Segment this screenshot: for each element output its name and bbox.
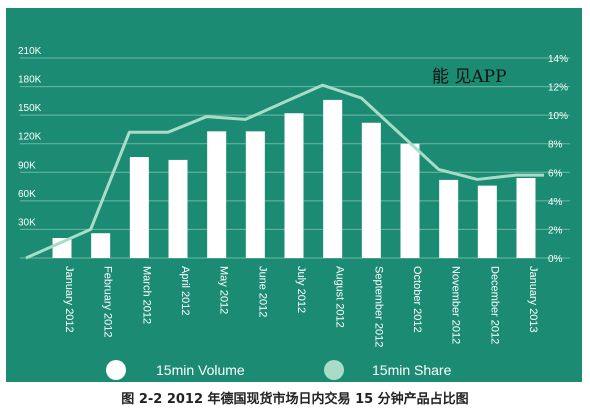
right-tick-label: 10% — [548, 111, 568, 122]
x-tick-label: July 2012 — [295, 266, 307, 313]
right-tick-label: 8% — [548, 140, 563, 151]
left-tick-label: 120K — [18, 132, 42, 143]
left-tick-label: 30K — [18, 217, 36, 228]
right-tick-label: 6% — [548, 168, 563, 179]
share-line — [25, 83, 544, 260]
right-tick-label: 2% — [548, 225, 563, 236]
right-tick-label: 0% — [548, 254, 563, 265]
x-tick-label: December 2012 — [488, 266, 500, 344]
left-axis: 30K 60K 90K 120K 150K 180K 210K — [18, 46, 42, 228]
left-tick-label: 90K — [18, 160, 36, 171]
bar — [439, 179, 459, 258]
x-axis-labels: January 2012 February 2012 March 2012 April… — [63, 266, 539, 347]
right-axis: 0% 2% 4% 6% 8% 10% 12% 14% — [548, 54, 568, 265]
x-tick-label: October 2012 — [411, 266, 423, 333]
x-tick-label: August 2012 — [334, 266, 346, 328]
x-tick-label: June 2012 — [256, 266, 268, 317]
bar — [91, 233, 111, 258]
bar — [245, 131, 265, 258]
volume-bars — [52, 99, 536, 259]
watermark: 能 见APP — [432, 67, 507, 87]
x-tick-label: May 2012 — [218, 266, 230, 314]
legend-volume-label: 15min Volume — [156, 362, 245, 378]
x-tick-label: January 2013 — [527, 266, 539, 333]
x-tick-label: November 2012 — [450, 266, 462, 344]
left-tick-label: 150K — [18, 103, 42, 114]
figure-caption: 图 2-2 2012 年德国现货市场日内交易 15 分钟产品占比图 — [121, 392, 469, 407]
left-tick-label: 210K — [18, 46, 42, 57]
legend-volume-swatch — [106, 360, 126, 380]
left-tick-label: 180K — [18, 75, 42, 86]
legend-share-label: 15min Share — [372, 362, 452, 378]
bar — [129, 157, 149, 258]
bar — [477, 185, 497, 258]
bar — [361, 122, 381, 258]
legend: 15min Volume 15min Share — [106, 360, 452, 380]
bar — [168, 159, 188, 258]
right-tick-label: 12% — [548, 83, 568, 94]
x-tick-label: April 2012 — [179, 266, 191, 316]
x-tick-label: September 2012 — [372, 266, 384, 347]
legend-share-swatch — [324, 360, 344, 380]
left-tick-label: 60K — [18, 189, 36, 200]
right-tick-label: 4% — [548, 197, 563, 208]
x-tick-label: January 2012 — [63, 266, 75, 333]
x-tick-label: March 2012 — [140, 266, 152, 324]
bar — [323, 99, 343, 259]
bar — [400, 143, 420, 258]
chart: 30K 60K 90K 120K 150K 180K 210K 0% 2% 4% 6% 8% 10% 1… — [6, 8, 582, 382]
bar — [284, 113, 304, 258]
share-line-path — [25, 83, 544, 260]
bar — [207, 131, 227, 258]
bar — [516, 178, 536, 258]
x-tick-label: February 2012 — [102, 266, 114, 338]
right-tick-label: 14% — [548, 54, 568, 65]
